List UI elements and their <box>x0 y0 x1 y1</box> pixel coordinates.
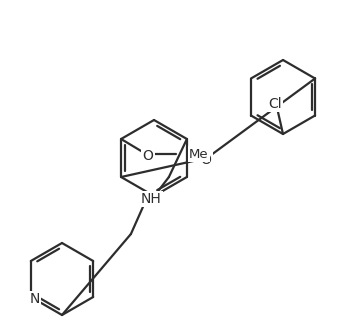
Text: Cl: Cl <box>268 97 282 111</box>
Text: N: N <box>30 292 40 306</box>
Text: O: O <box>201 153 212 167</box>
Text: Me: Me <box>189 148 209 161</box>
Text: NH: NH <box>140 192 161 206</box>
Text: O: O <box>143 149 153 163</box>
